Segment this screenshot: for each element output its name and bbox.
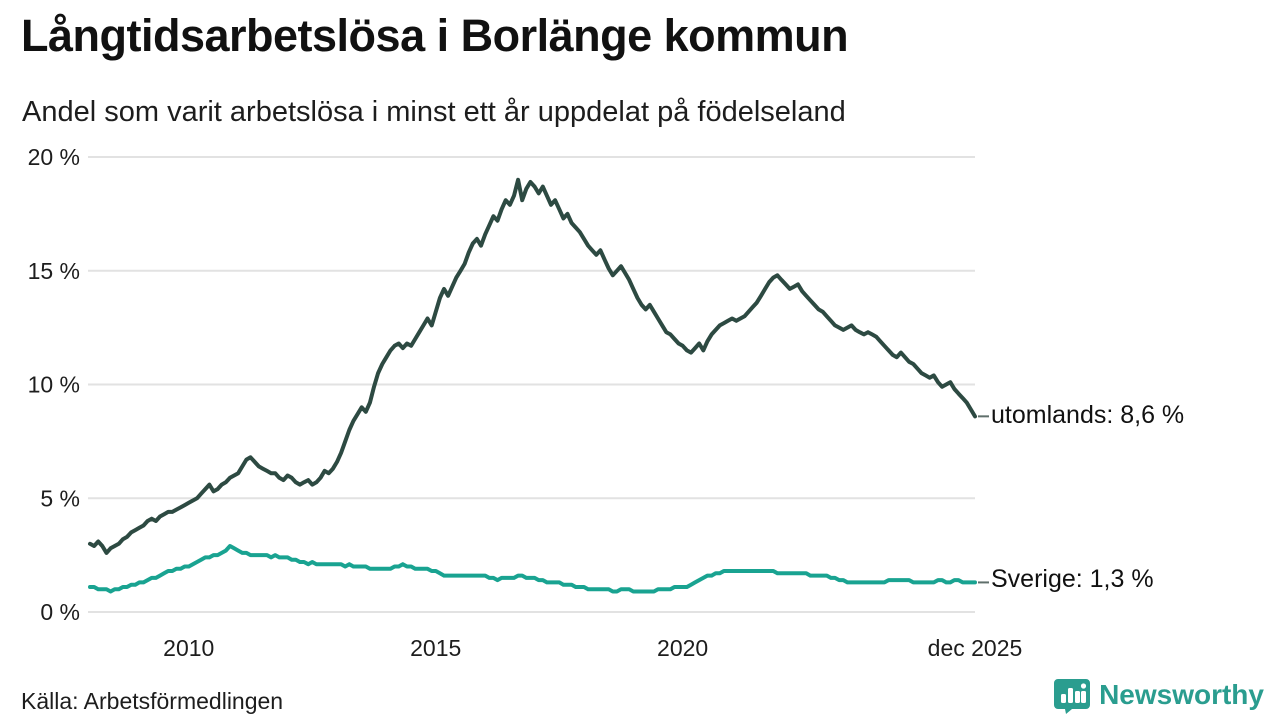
- newsworthy-wordmark: Newsworthy: [1099, 679, 1264, 710]
- x-axis-tick-label: 2010: [163, 635, 214, 661]
- series-line-sverige: [88, 544, 977, 594]
- page-title: Långtidsarbetslösa i Borlänge kommun: [21, 10, 849, 61]
- chart-subtitle: Andel som varit arbetslösa i minst ett å…: [22, 96, 846, 128]
- y-axis-tick-label: 5 %: [40, 485, 80, 511]
- series-line-utomlands: [88, 177, 977, 555]
- series-label-utomlands: utomlands: 8,6 %: [991, 401, 1185, 429]
- series-label-sverige: Sverige: 1,3 %: [991, 565, 1154, 593]
- x-axis-tick-label: dec 2025: [928, 635, 1023, 661]
- source-note: Källa: Arbetsförmedlingen: [21, 688, 284, 714]
- newsworthy-logo-link[interactable]: Newsworthy: [1053, 676, 1264, 714]
- x-axis-tick-label: 2015: [410, 635, 461, 661]
- y-axis-tick-label: 15 %: [28, 258, 80, 284]
- y-axis-tick-label: 20 %: [28, 144, 80, 170]
- x-axis-tick-label: 2020: [657, 635, 708, 661]
- y-axis-tick-label: 10 %: [28, 372, 80, 398]
- y-axis-tick-label: 0 %: [40, 599, 80, 625]
- newsworthy-chart-bubble-icon: [1053, 676, 1091, 714]
